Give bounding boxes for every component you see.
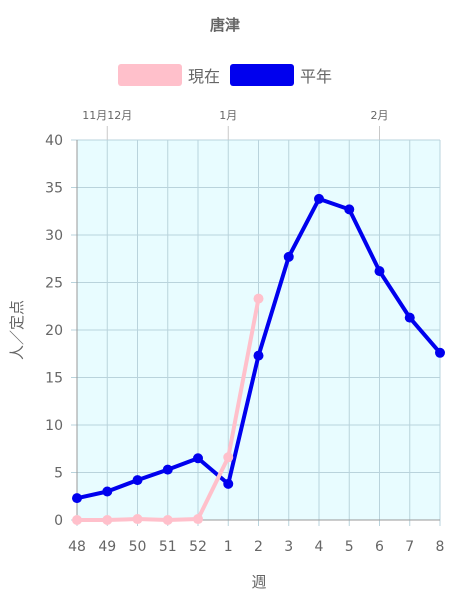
legend-swatch-normal — [230, 64, 294, 86]
legend-item-normal[interactable]: 平年 — [230, 63, 332, 87]
legend-label-current: 現在 — [187, 67, 220, 86]
data-point-current — [193, 514, 203, 525]
y-axis-title: 人／定点 — [8, 300, 26, 360]
x-tick-label: 6 — [375, 539, 384, 555]
x-tick-label: 1 — [224, 539, 233, 555]
data-point-normal — [253, 350, 264, 361]
y-tick-label: 40 — [45, 133, 63, 149]
y-tick-label: 30 — [45, 228, 63, 244]
month-label: 2月 — [371, 109, 389, 122]
x-tick-label: 3 — [284, 539, 293, 555]
data-point-current — [72, 515, 82, 525]
month-label: 1月 — [219, 109, 237, 122]
data-point-normal — [223, 478, 234, 489]
data-point-normal — [132, 475, 143, 486]
data-point-normal — [102, 486, 113, 497]
data-point-normal — [344, 204, 355, 215]
x-tick-label: 2 — [254, 539, 263, 555]
x-tick-label: 4 — [315, 539, 324, 555]
data-point-normal — [404, 312, 415, 323]
y-tick-label: 15 — [45, 371, 63, 387]
data-point-normal — [435, 347, 445, 358]
data-point-current — [102, 515, 113, 525]
x-tick-label: 51 — [159, 539, 177, 555]
data-point-normal — [162, 464, 173, 475]
data-point-current — [223, 452, 234, 463]
data-point-current — [253, 293, 264, 304]
x-tick-label: 50 — [129, 539, 147, 555]
data-point-normal — [72, 493, 82, 504]
chart-title: 唐津 — [209, 16, 240, 34]
x-tick-label: 7 — [405, 539, 414, 555]
y-tick-label: 5 — [54, 466, 63, 482]
x-tick-label: 52 — [189, 539, 207, 555]
data-point-normal — [314, 193, 324, 204]
y-tick-label: 20 — [45, 323, 63, 339]
y-tick-label: 10 — [45, 418, 63, 434]
data-point-current — [132, 514, 143, 525]
x-tick-label: 5 — [345, 539, 354, 555]
legend-item-current[interactable]: 現在 — [117, 63, 220, 87]
legend-swatch-current — [117, 64, 182, 86]
y-tick-label: 0 — [54, 513, 63, 529]
data-point-current — [162, 515, 173, 525]
month-label: 11月12月 — [82, 109, 132, 122]
data-point-normal — [193, 453, 203, 464]
x-axis-title: 週 — [251, 573, 266, 591]
data-point-normal — [283, 251, 294, 262]
legend-label-normal: 平年 — [300, 67, 333, 86]
x-tick-label: 8 — [436, 539, 445, 555]
x-tick-label: 49 — [98, 539, 116, 555]
x-tick-label: 48 — [68, 539, 86, 555]
y-tick-label: 25 — [45, 276, 63, 292]
y-tick-label: 35 — [45, 181, 63, 197]
data-point-normal — [374, 266, 385, 277]
legend: 現在 平年 — [0, 62, 450, 88]
